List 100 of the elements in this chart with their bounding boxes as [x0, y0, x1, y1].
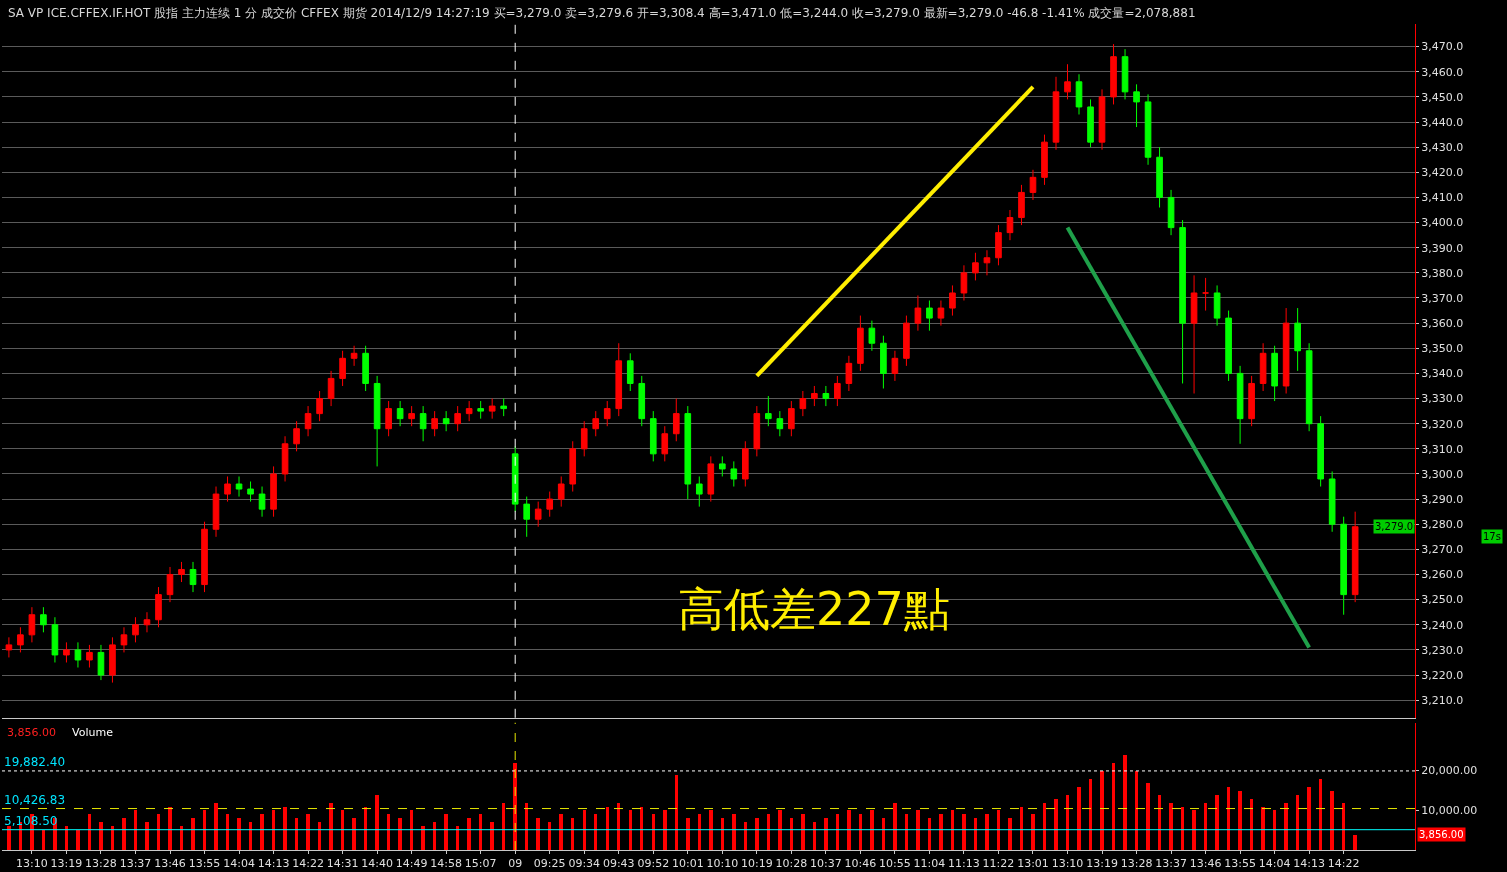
- bar: [1192, 809, 1196, 850]
- x-tick-label: 14:40: [361, 857, 393, 871]
- bar: [824, 817, 828, 850]
- text: 17s: [1483, 531, 1501, 542]
- candlestick: [178, 561, 185, 583]
- bar: [594, 813, 597, 850]
- candlestick: [350, 345, 358, 367]
- bar: [974, 817, 977, 850]
- candlestick: [1075, 73, 1083, 115]
- bar: [916, 809, 920, 850]
- candlestick: [132, 616, 139, 643]
- bar: [640, 806, 643, 850]
- bar: [364, 806, 367, 850]
- x-tick-label: 13:01: [1017, 857, 1049, 871]
- candlestick: [765, 395, 772, 427]
- bar: [352, 817, 356, 850]
- candlestick: [868, 320, 876, 352]
- bar: [1307, 786, 1311, 850]
- candlestick: [477, 400, 484, 420]
- candlestick: [949, 284, 956, 317]
- candlestick: [74, 641, 82, 669]
- x-tick-label: 14:31: [326, 857, 359, 871]
- candlestick: [788, 400, 795, 437]
- candlestick: [707, 455, 715, 503]
- x-tick-label: 10:10: [706, 857, 739, 871]
- y-tick-label: 3,470.0: [1421, 40, 1464, 54]
- candlestick: [880, 335, 887, 389]
- candlestick: [926, 300, 933, 332]
- candlestick: [960, 264, 968, 302]
- bar: [583, 809, 586, 850]
- bar: [1054, 798, 1058, 850]
- candlestick: [189, 561, 197, 593]
- bar: [606, 806, 609, 850]
- bar: [744, 821, 747, 850]
- candlestick: [51, 616, 59, 663]
- y-tick-label: 3,400.0: [1421, 216, 1464, 230]
- candlestick: [592, 410, 600, 437]
- bar: [467, 817, 471, 850]
- candlestick: [5, 636, 13, 658]
- candlestick: [937, 300, 945, 327]
- candlestick: [86, 644, 93, 669]
- bar: [893, 802, 897, 850]
- candlestick: [1121, 48, 1129, 100]
- y-tick-label: 3,310.0: [1421, 442, 1464, 456]
- candlestick: [1259, 342, 1267, 392]
- candlestick: [995, 224, 1002, 266]
- y-tick-label: 10,000.00: [1421, 804, 1478, 818]
- candlestick: [546, 491, 554, 518]
- x-tick-label: 09: [508, 857, 523, 871]
- x-tick-label: 10:46: [844, 857, 877, 871]
- candlestick: [1213, 284, 1221, 327]
- candlestick: [603, 400, 611, 427]
- candlestick: [235, 475, 243, 498]
- y-tick-label: 3,430.0: [1421, 141, 1464, 155]
- bar: [260, 813, 264, 850]
- x-tick-label: 14:04: [1258, 857, 1291, 871]
- bar: [836, 813, 839, 850]
- candlestick: [1064, 63, 1071, 100]
- y-tick-label: 3,250.0: [1421, 593, 1464, 607]
- bar: [433, 821, 436, 850]
- candlestick: [523, 496, 531, 538]
- x-tick-label: 13:46: [154, 857, 186, 871]
- candlestick: [638, 375, 646, 427]
- candlestick: [1087, 98, 1094, 148]
- annotation: 高低差227點: [678, 582, 950, 636]
- candlestick: [672, 398, 680, 442]
- y-tick-label: 3,230.0: [1421, 643, 1464, 657]
- candlestick: [1202, 277, 1209, 312]
- bar: [1100, 770, 1104, 850]
- bar: [306, 813, 310, 850]
- x-tick-label: 14:22: [1327, 857, 1360, 871]
- bar: [295, 817, 298, 850]
- candlestick: [488, 398, 496, 420]
- candlestick: [511, 445, 519, 513]
- bar: [1123, 754, 1127, 850]
- bar: [997, 809, 1000, 850]
- bar: [847, 809, 851, 850]
- candlestick: [857, 315, 864, 372]
- bar: [686, 817, 690, 850]
- chart-title: SA VP ICE.CFFEX.IF.HOT 股指 主力连续 1 分 成交价 CFFEX 期货 2014/12/9 14:27:19 买=3,279.0 卖=3,279.6 开=3,308.4 高=3,471.0 低=3,244.0 收=3,279.0 最新=3,279.0 -46.8 -1.41% 成交量=2,078,881: [8, 6, 1196, 20]
- bar: [870, 809, 874, 850]
- x-tick-label: 11:13: [948, 857, 980, 871]
- candlestick: [1133, 83, 1140, 128]
- y-tick-label: 3,390.0: [1421, 241, 1464, 255]
- bar: [559, 813, 563, 850]
- bar: [421, 825, 425, 850]
- candlestick: [1018, 184, 1025, 226]
- candlestick: [1179, 219, 1186, 384]
- bar: [226, 813, 229, 850]
- bar: [1342, 802, 1345, 850]
- y-tick-label: 3,460.0: [1421, 65, 1464, 79]
- candlestick: [304, 405, 312, 437]
- bar: [1181, 806, 1184, 850]
- bar: [859, 813, 862, 850]
- bar: [790, 817, 793, 850]
- bar: [157, 813, 160, 850]
- bar: [629, 809, 632, 850]
- bar: [813, 821, 816, 850]
- candlestick: [63, 641, 70, 663]
- candlestick: [40, 606, 47, 633]
